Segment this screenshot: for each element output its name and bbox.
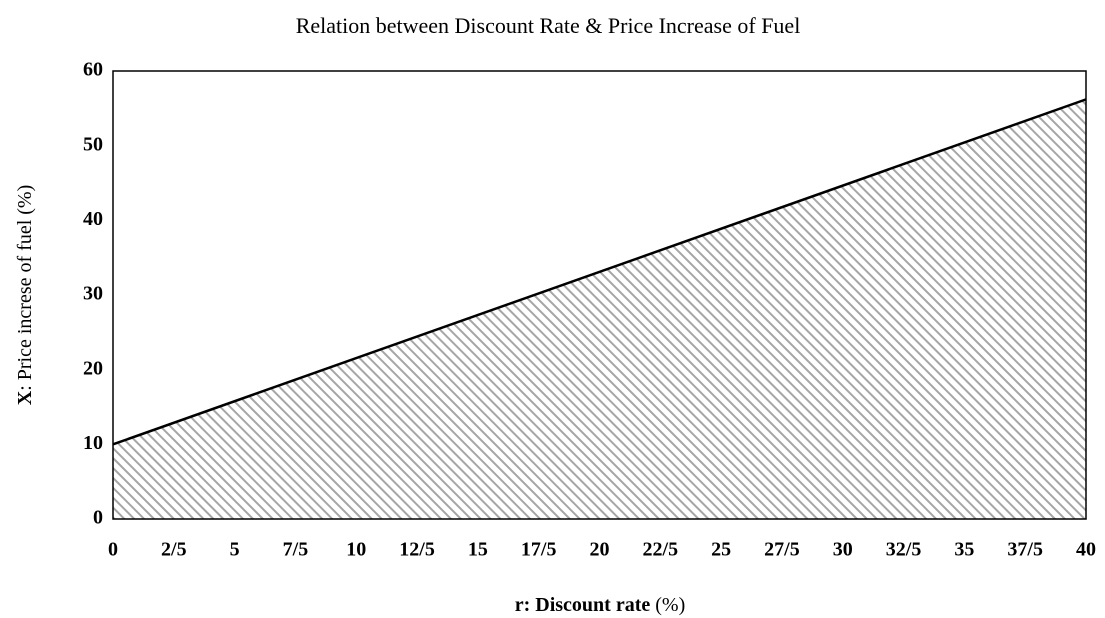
x-tick-label: 25 — [711, 539, 731, 561]
y-tick-label: 30 — [83, 283, 103, 305]
y-tick-label: 0 — [93, 507, 103, 529]
x-tick-label: 17/5 — [521, 539, 557, 561]
x-tick-label: 37/5 — [1007, 539, 1043, 561]
x-tick-label: 27/5 — [764, 539, 800, 561]
y-axis-label: X: Price increse of fuel (%) — [14, 185, 36, 405]
x-axis-label-part: (%) — [655, 594, 685, 616]
x-axis-label: r: Discount rate (%) — [515, 594, 686, 616]
x-tick-label: 7/5 — [283, 539, 309, 561]
chart-title: Relation between Discount Rate & Price I… — [296, 13, 801, 38]
x-tick-label: 15 — [468, 539, 488, 561]
line — [112, 98, 1087, 446]
x-tick-label: 30 — [833, 539, 853, 561]
x-tick-label: 32/5 — [886, 539, 922, 561]
x-tick-label: 12/5 — [399, 539, 435, 561]
x-tick-label: 0 — [108, 539, 118, 561]
x-tick-label: 20 — [590, 539, 610, 561]
x-tick-label: 35 — [954, 539, 974, 561]
y-tick-label: 50 — [83, 133, 103, 155]
plot-border — [112, 70, 1087, 520]
y-tick-label: 20 — [83, 357, 103, 379]
y-tick-label: 10 — [83, 432, 103, 454]
x-tick-label: 22/5 — [643, 539, 679, 561]
y-tick-label: 40 — [83, 208, 103, 230]
x-tick-label: 40 — [1076, 539, 1096, 561]
y-axis-label-part: X — [14, 390, 36, 405]
y-tick-label: 60 — [83, 59, 103, 81]
area — [113, 99, 1086, 519]
x-tick-label: 5 — [230, 539, 240, 561]
x-axis-label-part: r: Discount rate — [515, 594, 651, 616]
y-axis-label-part: : Price increse of fuel (%) — [14, 185, 36, 391]
x-tick-label: 2/5 — [161, 539, 187, 561]
x-tick-label: 10 — [346, 539, 366, 561]
